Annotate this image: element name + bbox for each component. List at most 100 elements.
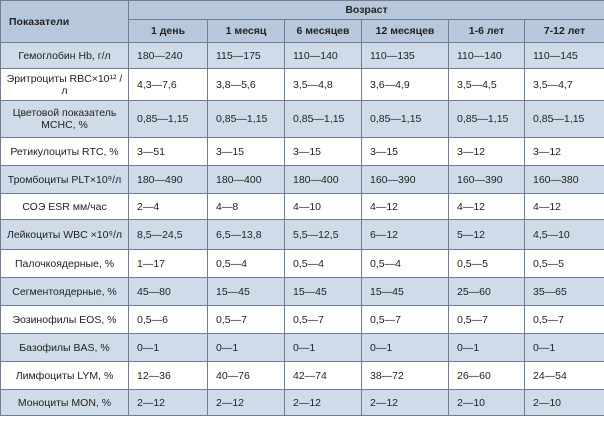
value-cell: 180—400 bbox=[284, 165, 362, 194]
value-cell: 2—12 bbox=[284, 389, 362, 416]
value-cell: 3—51 bbox=[128, 137, 208, 166]
value-cell: 110—140 bbox=[448, 42, 525, 69]
value-cell: 110—145 bbox=[523, 42, 604, 69]
value-cell: 4,3—7,6 bbox=[128, 68, 208, 101]
value-cell: 2—10 bbox=[448, 389, 525, 416]
value-cell: 160—380 bbox=[523, 165, 604, 194]
table-row: Палочкоядерные, % 1—17 0,5—4 0,5—4 0,5—4 0,5—… bbox=[0, 249, 604, 278]
value-cell: 0,5—7 bbox=[361, 305, 449, 334]
table-row: Эритроциты RBC×10¹² /л 4,3—7,6 3,8—5,6 3,5—… bbox=[0, 68, 604, 101]
parameter-name-cell: Лимфоциты LYM, % bbox=[0, 361, 129, 390]
value-cell: 2—12 bbox=[207, 389, 285, 416]
value-cell: 3—15 bbox=[361, 137, 449, 166]
age-group-header: Возраст bbox=[127, 0, 604, 20]
table-row: Тромбоциты PLT×10⁹/л 180—490 180—400 180—40… bbox=[0, 165, 604, 194]
value-cell: 0,85—1,15 bbox=[523, 100, 604, 138]
table-row: Лейкоциты WBC ×10⁹/л 8,5—24,5 6,5—13,8 5,5—… bbox=[0, 219, 604, 250]
value-cell: 0,5—6 bbox=[128, 305, 208, 334]
value-cell: 0,5—4 bbox=[361, 249, 449, 278]
value-cell: 35—65 bbox=[523, 277, 604, 306]
value-cell: 24—54 bbox=[523, 361, 604, 390]
value-cell: 0,5—4 bbox=[207, 249, 285, 278]
table-row: Сегментоядерные, % 45—80 15—45 15—45 15—45 25… bbox=[0, 277, 604, 306]
table-row: Базофилы BAS, % 0—1 0—1 0—1 0—1 0—1 0—1 bbox=[0, 333, 604, 362]
table-row: СОЭ ESR мм/час 2—4 4—8 4—10 4—12 4—12 4—12 bbox=[0, 193, 604, 220]
age-header-6-months: 6 месяцев bbox=[284, 19, 362, 43]
age-header-1-month: 1 месяц bbox=[207, 19, 285, 43]
value-cell: 3,5—4,7 bbox=[523, 68, 604, 101]
table-row: Гемоглобин Hb, г/л 180—240 115—175 110—140 1… bbox=[0, 42, 604, 69]
value-cell: 0,5—7 bbox=[448, 305, 525, 334]
value-cell: 160—390 bbox=[361, 165, 449, 194]
value-cell: 4—12 bbox=[448, 193, 525, 220]
value-cell: 2—10 bbox=[523, 389, 604, 416]
value-cell: 110—135 bbox=[361, 42, 449, 69]
age-header-1-6-years: 1-6 лет bbox=[448, 19, 525, 43]
value-cell: 0—1 bbox=[284, 333, 362, 362]
value-cell: 1—17 bbox=[128, 249, 208, 278]
parameter-name-cell: Ретикулоциты RTC, % bbox=[0, 137, 129, 166]
parameter-name-cell: Палочкоядерные, % bbox=[0, 249, 129, 278]
value-cell: 26—60 bbox=[448, 361, 525, 390]
table-row: Ретикулоциты RTC, % 3—51 3—15 3—15 3—15 3—12 3… bbox=[0, 137, 604, 166]
value-cell: 0,85—1,15 bbox=[207, 100, 285, 138]
value-cell: 0,5—5 bbox=[523, 249, 604, 278]
parameter-name-cell: Базофилы BAS, % bbox=[0, 333, 129, 362]
parameter-column-header: Показатели bbox=[0, 0, 129, 43]
value-cell: 4—12 bbox=[361, 193, 449, 220]
value-cell: 45—80 bbox=[128, 277, 208, 306]
parameter-name-cell: Эозинофилы EOS, % bbox=[0, 305, 129, 334]
value-cell: 15—45 bbox=[207, 277, 285, 306]
value-cell: 180—240 bbox=[128, 42, 208, 69]
value-cell: 0,5—7 bbox=[207, 305, 285, 334]
value-cell: 180—400 bbox=[207, 165, 285, 194]
blood-norms-table: Показатели Возраст 1 день 1 месяц 6 меся… bbox=[0, 0, 604, 416]
value-cell: 0—1 bbox=[523, 333, 604, 362]
age-header-1-day: 1 день bbox=[128, 19, 208, 43]
value-cell: 0,85—1,15 bbox=[448, 100, 525, 138]
value-cell: 4—12 bbox=[523, 193, 604, 220]
value-cell: 6—12 bbox=[361, 219, 449, 250]
value-cell: 42—74 bbox=[284, 361, 362, 390]
value-cell: 40—76 bbox=[207, 361, 285, 390]
table-row: Эозинофилы EOS, % 0,5—6 0,5—7 0,5—7 0,5—7 0,5… bbox=[0, 305, 604, 334]
value-cell: 38—72 bbox=[361, 361, 449, 390]
value-cell: 3—12 bbox=[448, 137, 525, 166]
parameter-name-cell: Гемоглобин Hb, г/л bbox=[0, 42, 129, 69]
value-cell: 15—45 bbox=[284, 277, 362, 306]
value-cell: 8,5—24,5 bbox=[128, 219, 208, 250]
value-cell: 110—140 bbox=[284, 42, 362, 69]
value-cell: 0,85—1,15 bbox=[128, 100, 208, 138]
value-cell: 0,5—5 bbox=[448, 249, 525, 278]
value-cell: 0,85—1,15 bbox=[284, 100, 362, 138]
value-cell: 3,6—4,9 bbox=[361, 68, 449, 101]
value-cell: 0,85—1,15 bbox=[361, 100, 449, 138]
value-cell: 0,5—7 bbox=[523, 305, 604, 334]
value-cell: 4,5—10 bbox=[523, 219, 604, 250]
value-cell: 0—1 bbox=[128, 333, 208, 362]
value-cell: 3,8—5,6 bbox=[207, 68, 285, 101]
value-cell: 0—1 bbox=[207, 333, 285, 362]
value-cell: 15—45 bbox=[361, 277, 449, 306]
value-cell: 5—12 bbox=[448, 219, 525, 250]
value-cell: 5,5—12,5 bbox=[284, 219, 362, 250]
value-cell: 12—36 bbox=[128, 361, 208, 390]
parameter-name-cell: Лейкоциты WBC ×10⁹/л bbox=[0, 219, 129, 250]
value-cell: 2—12 bbox=[361, 389, 449, 416]
age-header-12-months: 12 месяцев bbox=[361, 19, 449, 43]
parameter-name-cell: Сегментоядерные, % bbox=[0, 277, 129, 306]
value-cell: 4—8 bbox=[207, 193, 285, 220]
value-cell: 0,5—4 bbox=[284, 249, 362, 278]
value-cell: 0—1 bbox=[361, 333, 449, 362]
value-cell: 160—390 bbox=[448, 165, 525, 194]
table-body: Гемоглобин Hb, г/л 180—240 115—175 110—140 1… bbox=[0, 42, 604, 416]
value-cell: 6,5—13,8 bbox=[207, 219, 285, 250]
value-cell: 180—490 bbox=[128, 165, 208, 194]
value-cell: 3,5—4,5 bbox=[448, 68, 525, 101]
value-cell: 0—1 bbox=[448, 333, 525, 362]
parameter-name-cell: Моноциты MON, % bbox=[0, 389, 129, 416]
table-row: Лимфоциты LYM, % 12—36 40—76 42—74 38—72 26—6… bbox=[0, 361, 604, 390]
value-cell: 4—10 bbox=[284, 193, 362, 220]
table-row: Моноциты MON, % 2—12 2—12 2—12 2—12 2—10 2—10 bbox=[0, 389, 604, 416]
table-row: Цветовой показатель MCHC, % 0,85—1,15 0,85… bbox=[0, 100, 604, 138]
